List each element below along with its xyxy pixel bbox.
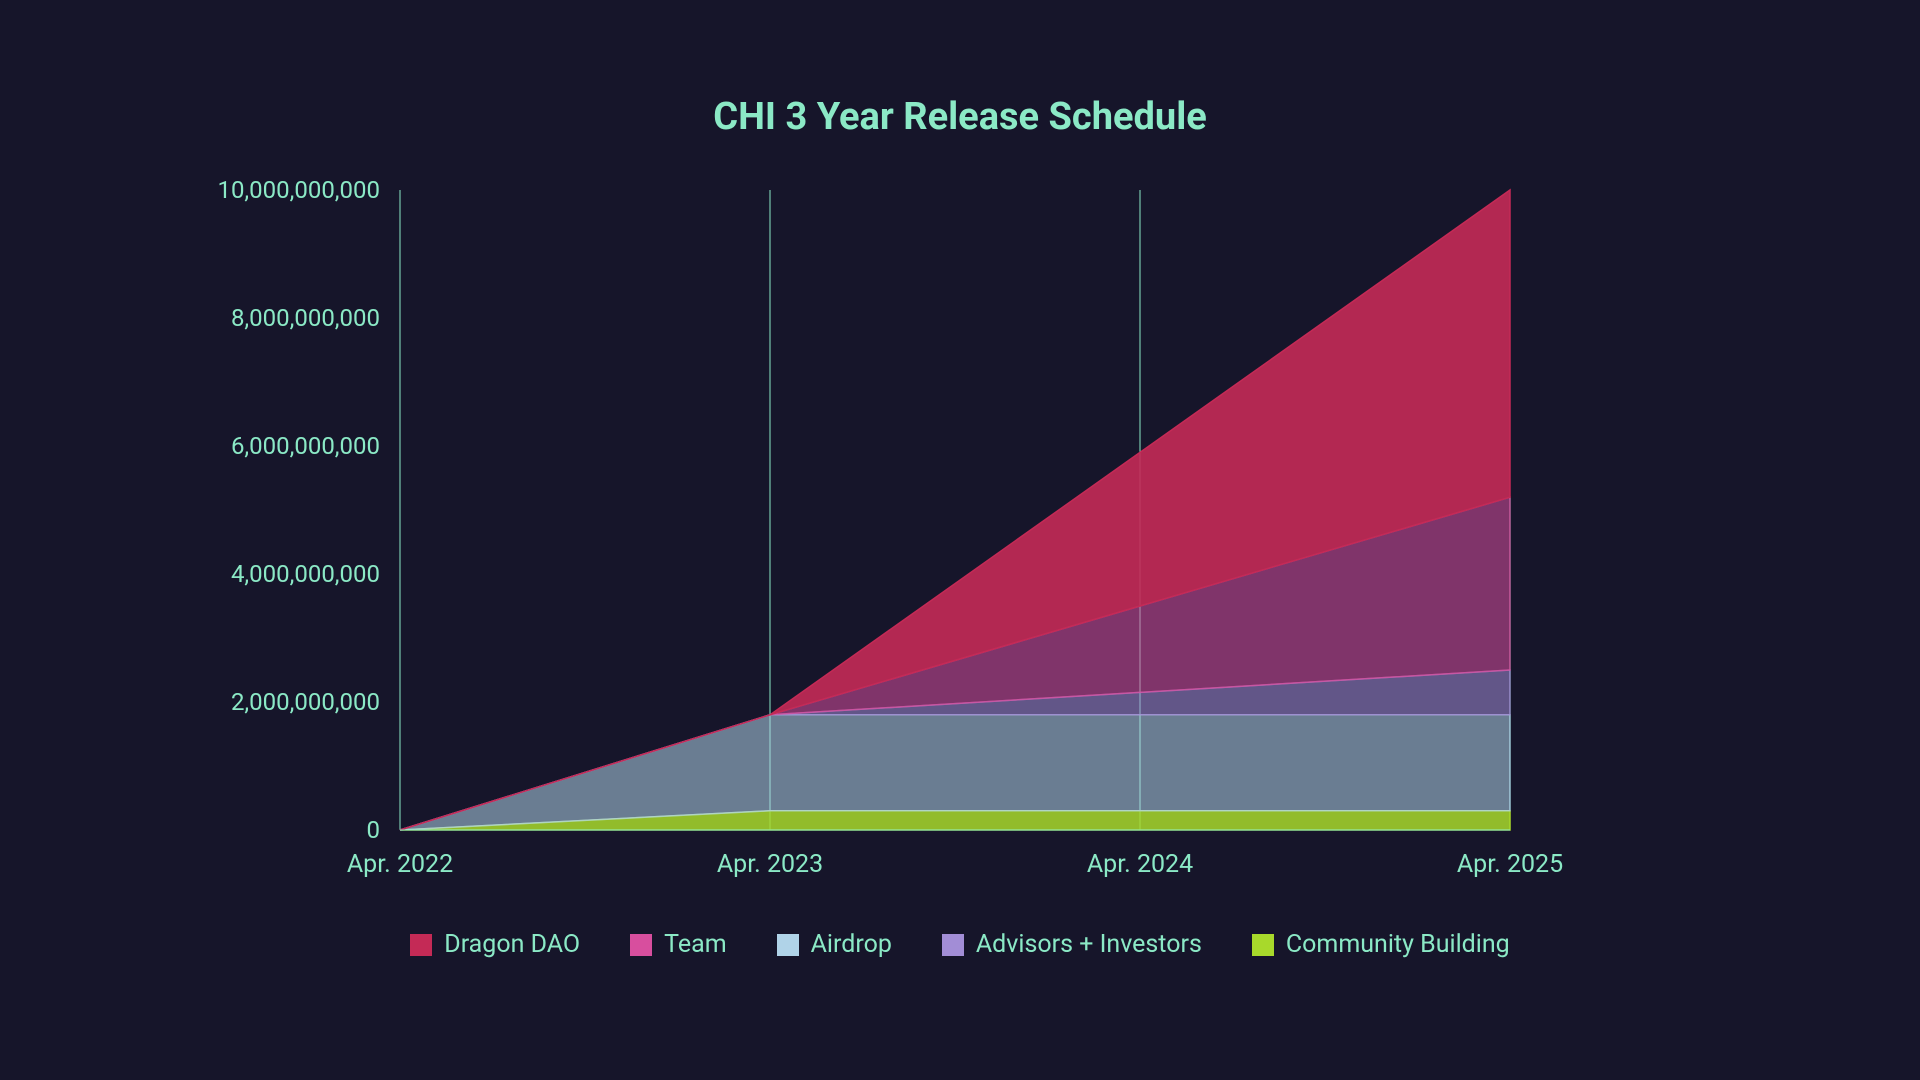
plot-area bbox=[400, 190, 1510, 830]
legend-item-advisors_investors: Advisors + Investors bbox=[942, 930, 1202, 959]
legend-swatch-icon bbox=[942, 934, 964, 956]
y-tick-label: 4,000,000,000 bbox=[80, 560, 380, 588]
legend-item-dragon_dao: Dragon DAO bbox=[410, 930, 580, 959]
x-tick-label: Apr. 2022 bbox=[347, 850, 453, 879]
area-chart-svg bbox=[400, 190, 1510, 830]
y-tick-label: 0 bbox=[80, 816, 380, 844]
legend-item-team: Team bbox=[630, 930, 727, 959]
y-tick-label: 2,000,000,000 bbox=[80, 688, 380, 716]
x-tick-label: Apr. 2023 bbox=[717, 850, 823, 879]
legend-swatch-icon bbox=[630, 934, 652, 956]
chart-title: CHI 3 Year Release Schedule bbox=[0, 95, 1920, 139]
legend-swatch-icon bbox=[1252, 934, 1274, 956]
legend-item-airdrop: Airdrop bbox=[777, 930, 892, 959]
y-tick-label: 8,000,000,000 bbox=[80, 304, 380, 332]
x-tick-label: Apr. 2024 bbox=[1087, 850, 1193, 879]
chart-container: CHI 3 Year Release Schedule 0 2,000,000,0… bbox=[0, 0, 1920, 1080]
x-tick-label: Apr. 2025 bbox=[1457, 850, 1563, 879]
legend: Dragon DAO Team Airdrop Advisors + Investor… bbox=[0, 930, 1920, 959]
legend-label: Airdrop bbox=[811, 930, 892, 959]
y-tick-label: 6,000,000,000 bbox=[80, 432, 380, 460]
legend-swatch-icon bbox=[410, 934, 432, 956]
y-tick-label: 10,000,000,000 bbox=[80, 176, 380, 204]
legend-label: Advisors + Investors bbox=[976, 930, 1202, 959]
legend-label: Dragon DAO bbox=[444, 930, 580, 959]
legend-item-community_building: Community Building bbox=[1252, 930, 1510, 959]
legend-label: Community Building bbox=[1286, 930, 1510, 959]
legend-swatch-icon bbox=[777, 934, 799, 956]
legend-label: Team bbox=[664, 930, 727, 959]
